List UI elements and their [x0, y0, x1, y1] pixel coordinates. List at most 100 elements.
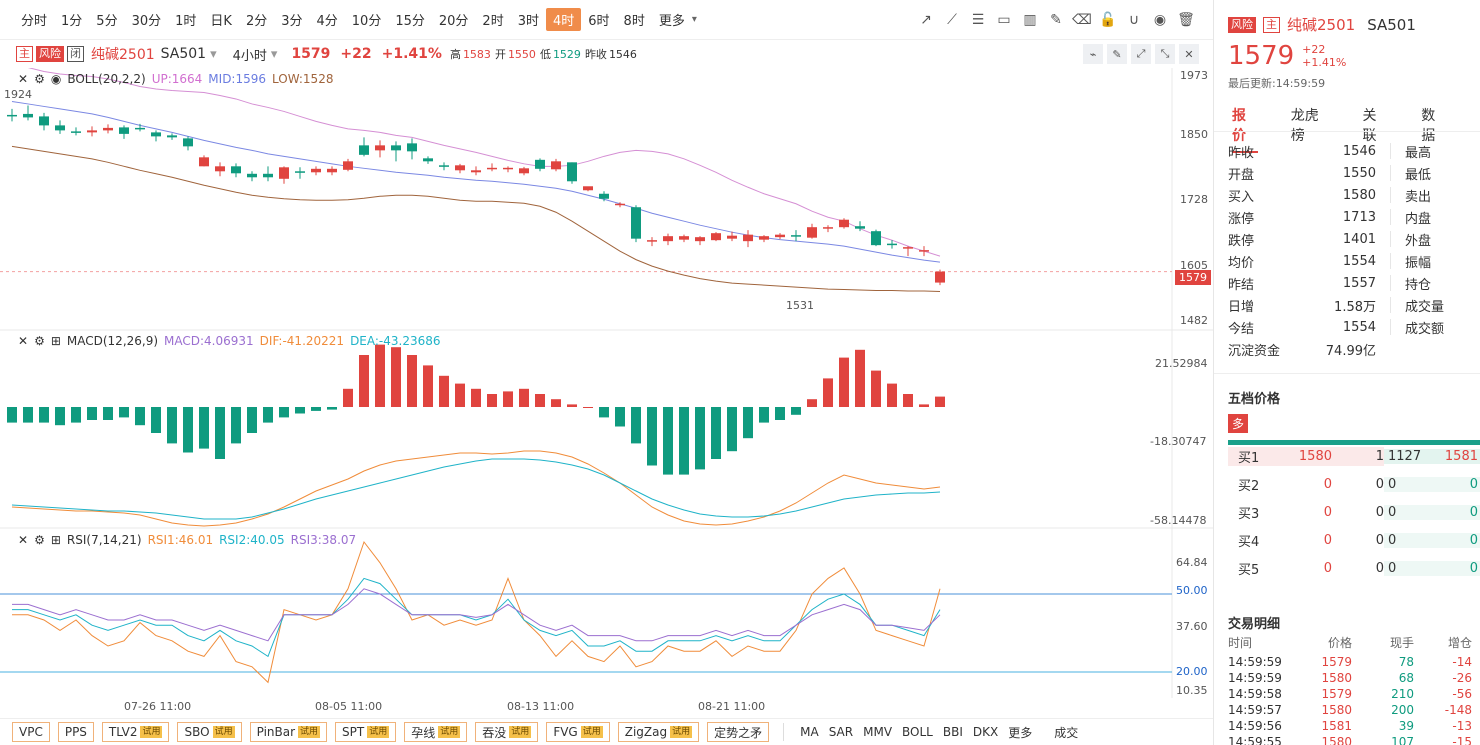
period-tab[interactable]: 3分	[281, 14, 303, 29]
close-icon[interactable]: ✕	[18, 72, 29, 86]
quote-value: 1401	[1342, 231, 1376, 247]
tab-dragon-tiger[interactable]: 龙虎榜	[1290, 108, 1319, 144]
chevron-down-icon[interactable]: ▾	[691, 14, 697, 25]
candle-body	[215, 166, 225, 172]
period-tab[interactable]: 1时	[175, 14, 197, 29]
macd-bar	[103, 407, 113, 420]
pen-icon[interactable]: ✎	[1107, 44, 1127, 64]
plus-box-icon[interactable]: ⊞	[50, 533, 61, 547]
magnet-icon[interactable]: ∪	[1128, 12, 1140, 28]
pattern-tag[interactable]: PPS	[57, 722, 94, 742]
ray-icon[interactable]: ⟋	[947, 12, 957, 28]
period-tab[interactable]: 30分	[131, 14, 162, 29]
period-tab[interactable]: 8时	[623, 14, 645, 29]
indicator-button[interactable]: 更多	[1008, 725, 1033, 740]
gear-icon[interactable]: ⚙	[34, 533, 45, 547]
period-tab[interactable]: 1分	[61, 14, 83, 29]
volume-tab[interactable]: 成交	[1054, 725, 1079, 740]
eye-icon[interactable]: ◉	[50, 72, 62, 86]
macd-bar	[215, 407, 225, 459]
macd-bar	[7, 407, 17, 423]
ask-price: 0	[1469, 476, 1478, 492]
period-tab[interactable]: 4时	[545, 8, 582, 31]
close-icon[interactable]: ✕	[1179, 44, 1199, 64]
tab-data[interactable]: 数据	[1421, 108, 1436, 144]
candle-body	[263, 173, 273, 178]
candle-body	[871, 231, 881, 246]
rsi-axis-label: 10.35	[1176, 684, 1208, 697]
chevron-down-icon[interactable]: ▾	[270, 46, 278, 62]
indicator-bar: VPC PPS TLV2 试用 SBO 试用 PinBar 试用 SPT 试用 孕线 试用 吞没 试用 FV…	[0, 718, 1213, 745]
period-tab[interactable]: 10分	[351, 14, 382, 29]
trend-line-icon[interactable]: ↗	[920, 12, 932, 28]
pattern-tag[interactable]: SBO 试用	[177, 722, 242, 742]
lock-icon[interactable]: 🔓	[1099, 12, 1117, 28]
trade-row: 14:59:59 1579 78 -14	[1228, 654, 1480, 670]
chart-canvas[interactable]	[0, 63, 1213, 718]
macd-bar	[919, 404, 929, 407]
plus-box-icon[interactable]: ⊞	[50, 334, 61, 348]
indicator-button[interactable]: MA	[800, 725, 819, 739]
eye-icon[interactable]: ◉	[1153, 12, 1167, 28]
ruler-icon[interactable]: ▥	[1023, 12, 1037, 28]
tab-related[interactable]: 关联	[1362, 108, 1377, 144]
chevron-down-icon[interactable]: ▾	[210, 46, 217, 62]
indicator-button[interactable]: BOLL	[902, 725, 933, 739]
close-icon[interactable]: ✕	[18, 334, 29, 348]
shrink-icon[interactable]: ⤡	[1155, 44, 1175, 64]
gear-icon[interactable]: ⚙	[34, 334, 45, 348]
pattern-tag[interactable]: PinBar 试用	[249, 722, 328, 742]
rect-icon[interactable]: ▭	[997, 12, 1011, 28]
gear-icon[interactable]: ⚙	[34, 72, 45, 86]
period-tab[interactable]: 分时	[21, 14, 48, 29]
trash-icon[interactable]: 🗑	[1177, 12, 1195, 28]
pattern-tag[interactable]: VPC	[12, 722, 50, 742]
pattern-tag[interactable]: FVG 试用	[546, 722, 610, 742]
macd-bar	[775, 407, 785, 420]
quote-panel: 风险 主 纯碱2501 SA501 1579 +22 +1.41% 最后更新:1…	[1213, 0, 1480, 745]
period-tab[interactable]: 5分	[96, 14, 118, 29]
period-tab[interactable]: 4分	[316, 14, 338, 29]
candle-body	[535, 159, 545, 169]
panel-price: 1579	[1228, 41, 1295, 71]
macd-bar	[631, 407, 641, 444]
candle-body	[615, 203, 625, 206]
macd-bar	[791, 407, 801, 415]
close-icon[interactable]: ✕	[18, 533, 29, 547]
line-style-icon[interactable]: ⌁	[1083, 44, 1103, 64]
pattern-tag[interactable]: 定势之矛	[707, 722, 770, 742]
boll-mid-band	[11, 100, 941, 263]
parallel-icon[interactable]: ☰	[971, 12, 985, 28]
pattern-tag[interactable]: SPT 试用	[335, 722, 397, 742]
expand-icon[interactable]: ⤢	[1131, 44, 1151, 64]
pattern-tag[interactable]: TLV2 试用	[101, 722, 170, 742]
period-tab[interactable]: 20分	[438, 14, 469, 29]
indicator-button[interactable]: BBI	[942, 725, 963, 739]
indicator-button[interactable]: DKX	[972, 725, 999, 739]
pattern-tag[interactable]: 吞没 试用	[475, 722, 539, 742]
period-tab[interactable]: 3时	[517, 14, 539, 29]
indicator-button[interactable]: SAR	[828, 725, 854, 739]
period-tab[interactable]: 2时	[482, 14, 504, 29]
pattern-tag[interactable]: 孕线 试用	[404, 722, 468, 742]
boll-axis-label: 1850	[1180, 128, 1208, 141]
edit-icon[interactable]: ✎	[1050, 12, 1062, 28]
pattern-tag[interactable]: ZigZag 试用	[617, 722, 700, 742]
period-tab[interactable]: 15分	[395, 14, 425, 29]
period-tab[interactable]: 日K	[210, 14, 232, 29]
tab-quote[interactable]: 报价	[1232, 105, 1258, 153]
quote-row: 跌停 1401 外盘	[1228, 228, 1480, 250]
interval-select[interactable]: 4小时	[232, 48, 267, 64]
contract-name[interactable]: 纯碱2501	[91, 47, 155, 63]
indicator-button[interactable]: MMV	[863, 725, 893, 739]
macd-bar	[343, 388, 353, 407]
kline-chart[interactable]: ✕ ⚙ ◉ BOLL(20,2,2) UP:1664 MID:1596 LOW:…	[0, 63, 1213, 721]
macd-axis-label: -18.30747	[1150, 435, 1207, 448]
period-tab[interactable]: 6时	[588, 14, 610, 29]
macd-bar	[567, 404, 577, 407]
macd-bar	[167, 407, 177, 444]
period-tab[interactable]: 更多	[658, 14, 685, 29]
candle-body	[839, 219, 849, 228]
period-tab[interactable]: 2分	[245, 14, 268, 29]
eraser-icon[interactable]: ⌫	[1072, 12, 1092, 28]
